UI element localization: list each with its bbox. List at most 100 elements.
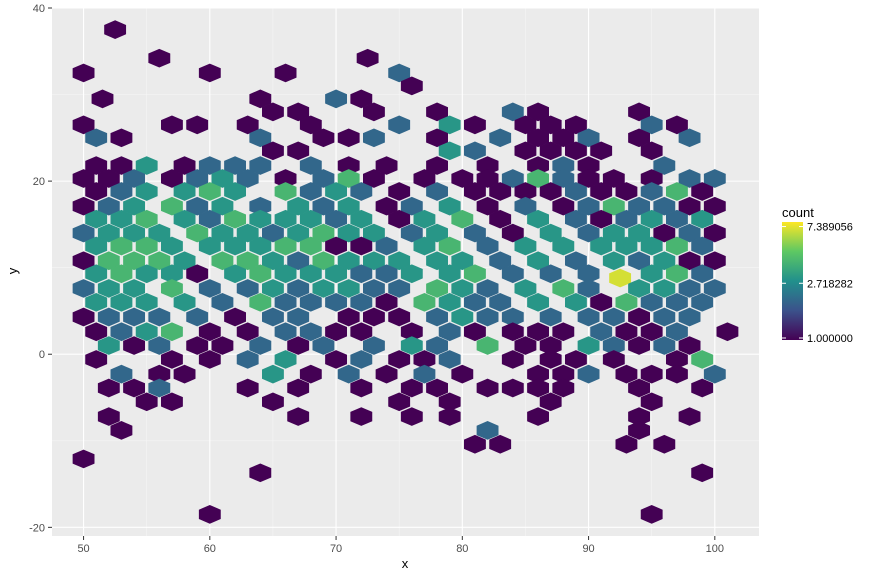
hex-bin — [287, 307, 310, 327]
hex-bin — [224, 264, 246, 284]
hex-bin — [464, 223, 486, 243]
hex-bin — [615, 364, 638, 384]
hex-bin — [426, 378, 448, 398]
hex-bin — [148, 336, 171, 355]
hex-bin — [249, 156, 272, 175]
hex-bin — [148, 48, 171, 68]
hex-bin — [350, 264, 373, 284]
hex-bin — [703, 223, 726, 243]
hex-bin — [363, 128, 385, 148]
hex-bin — [666, 292, 688, 312]
hex-bin — [552, 196, 575, 216]
hex-bin — [123, 169, 145, 188]
hex-bin — [413, 292, 436, 312]
hex-bin — [640, 182, 663, 201]
hex-bin — [653, 156, 676, 175]
hex-bin — [249, 264, 272, 284]
hex-bin — [539, 264, 562, 284]
hex-bin — [602, 307, 625, 327]
hex-bin — [236, 322, 259, 342]
hex-bin — [186, 223, 209, 243]
hex-bin — [337, 156, 360, 175]
hex-bin — [97, 307, 120, 327]
hex-bin — [514, 236, 537, 256]
hex-bin — [91, 89, 114, 109]
hex-bin — [628, 251, 650, 271]
hex-bin — [72, 63, 95, 83]
hex-bin — [363, 307, 385, 327]
hex-bin — [173, 364, 196, 384]
hex-bin — [262, 223, 284, 243]
hex-bin — [337, 307, 360, 327]
hex-bin — [514, 141, 537, 161]
hex-bin — [72, 223, 95, 243]
hex-bin — [602, 350, 625, 369]
x-tick-label: 50 — [77, 543, 89, 555]
hex-bin — [350, 209, 373, 229]
hex-bin — [363, 336, 385, 355]
hex-bin — [413, 169, 436, 188]
hex-bin — [85, 264, 108, 284]
hex-bin — [363, 251, 385, 271]
hex-bin — [703, 196, 726, 216]
hex-bin — [489, 251, 512, 271]
hex-bin — [274, 292, 297, 312]
y-axis-ticks: -20 0 20 40 — [29, 3, 52, 534]
hex-bin — [148, 378, 171, 398]
hex-bin — [72, 307, 95, 327]
y-tick-label: 40 — [33, 3, 45, 15]
hex-bin — [161, 322, 183, 342]
hex-bin — [148, 251, 171, 271]
hex-bin — [85, 128, 108, 148]
hex-bin — [249, 128, 272, 148]
hex-bin — [224, 156, 246, 175]
hex-bin — [438, 292, 461, 312]
hex-bin — [464, 264, 486, 284]
hex-bin — [577, 128, 600, 148]
hex-bin — [97, 196, 120, 216]
hex-bin — [565, 182, 587, 201]
hex-bin — [464, 322, 486, 342]
hex-bin — [413, 364, 436, 384]
x-tick-label: 90 — [582, 543, 594, 555]
hex-bin — [438, 141, 461, 161]
hex-bin — [666, 264, 688, 284]
hex-bin — [262, 279, 284, 298]
hex-bin — [97, 279, 120, 298]
hex-bin — [489, 209, 512, 229]
hex-bin — [388, 350, 411, 369]
hex-bin — [464, 141, 486, 161]
hex-bin — [198, 209, 221, 229]
hex-bin — [72, 115, 95, 135]
hex-bin — [148, 364, 171, 384]
hex-bin — [356, 48, 379, 68]
hex-bin — [299, 236, 322, 256]
hex-bin — [590, 141, 613, 161]
hex-bin — [337, 279, 360, 298]
hex-bin — [287, 102, 310, 122]
hex-bin — [628, 421, 650, 440]
hex-bin — [262, 251, 284, 271]
hex-bin — [628, 279, 650, 298]
hex-bin — [602, 169, 625, 188]
hex-bin — [198, 350, 221, 369]
x-axis-ticks: 50 60 70 80 90 100 — [77, 536, 724, 555]
hex-bin — [85, 292, 108, 312]
hex-bin — [198, 63, 221, 83]
hex-bin — [104, 20, 127, 39]
hex-bin — [590, 236, 613, 256]
hex-bin — [135, 322, 158, 342]
hex-bin — [552, 322, 575, 342]
legend-ticks: 7.389056 2.718282 1.000000 — [782, 222, 853, 345]
hex-bin — [375, 236, 398, 256]
hex-bin — [274, 264, 297, 284]
hex-bin — [388, 392, 411, 412]
hex-bin — [514, 196, 537, 216]
hex-bin — [703, 251, 726, 271]
hex-bin — [186, 307, 209, 327]
hex-bin — [186, 196, 209, 216]
hex-bin — [388, 251, 411, 271]
hex-bin — [249, 236, 272, 256]
hex-bin — [438, 196, 461, 216]
hex-bin — [501, 350, 524, 369]
